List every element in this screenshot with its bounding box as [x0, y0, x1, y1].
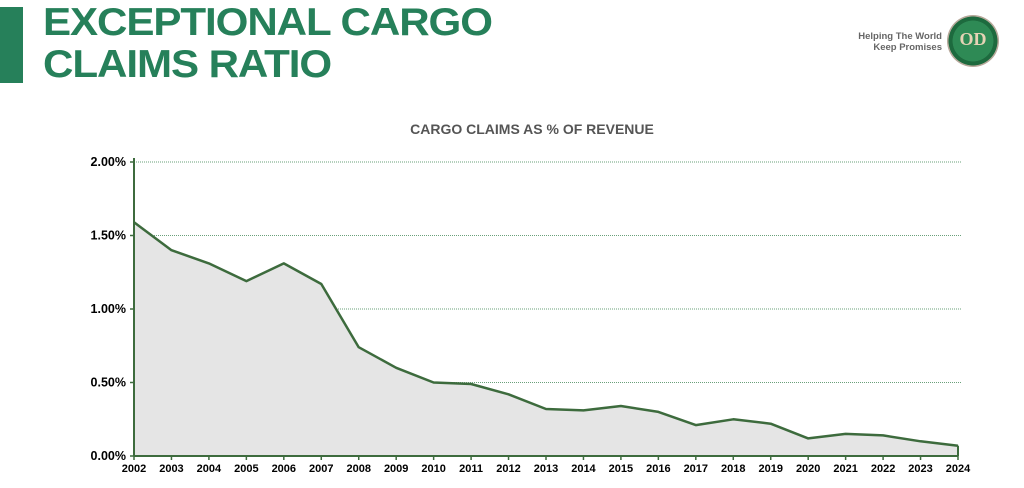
tagline-line-1: Helping The World	[858, 31, 942, 42]
x-tick-label: 2002	[122, 463, 146, 475]
y-tick-label: 1.00%	[91, 302, 126, 316]
tagline: Helping The World Keep Promises	[842, 31, 942, 53]
x-tick-label: 2010	[421, 463, 445, 475]
x-tick-label: 2017	[684, 463, 708, 475]
tagline-line-2: Keep Promises	[873, 42, 942, 53]
x-tick-label: 2013	[534, 463, 558, 475]
x-tick-label: 2023	[908, 463, 932, 475]
x-tick-label: 2021	[833, 463, 857, 475]
title-accent-bar	[0, 7, 23, 83]
x-tick-label: 2006	[272, 463, 296, 475]
x-tick-label: 2014	[571, 463, 596, 475]
x-tick-label: 2004	[197, 463, 222, 475]
x-tick-label: 2022	[871, 463, 895, 475]
x-tick-label: 2019	[758, 463, 782, 475]
x-tick-label: 2020	[796, 463, 820, 475]
y-tick-label: 2.00%	[91, 155, 126, 169]
x-tick-label: 2016	[646, 463, 670, 475]
x-tick-label: 2005	[234, 463, 258, 475]
y-tick-label: 0.50%	[91, 376, 126, 390]
company-logo: OD	[947, 15, 999, 67]
title-line-1: EXCEPTIONAL CARGO	[43, 1, 493, 44]
x-tick-label: 2011	[459, 463, 483, 475]
chart-title: CARGO CLAIMS AS % OF REVENUE	[410, 121, 654, 137]
x-tick-label: 2018	[721, 463, 745, 475]
x-tick-label: 2009	[384, 463, 408, 475]
x-tick-label: 2024	[946, 463, 971, 475]
x-tick-label: 2008	[346, 463, 370, 475]
x-tick-label: 2003	[159, 463, 183, 475]
x-tick-label: 2015	[609, 463, 633, 475]
area-fill	[134, 222, 958, 456]
title-line-2: CLAIMS RATIO	[43, 43, 332, 86]
y-tick-label: 0.00%	[91, 449, 126, 463]
x-tick-label: 2012	[496, 463, 520, 475]
x-tick-label: 2007	[309, 463, 333, 475]
y-tick-label: 1.50%	[91, 229, 126, 243]
page-title: EXCEPTIONAL CARGO CLAIMS RATIO	[43, 1, 493, 86]
